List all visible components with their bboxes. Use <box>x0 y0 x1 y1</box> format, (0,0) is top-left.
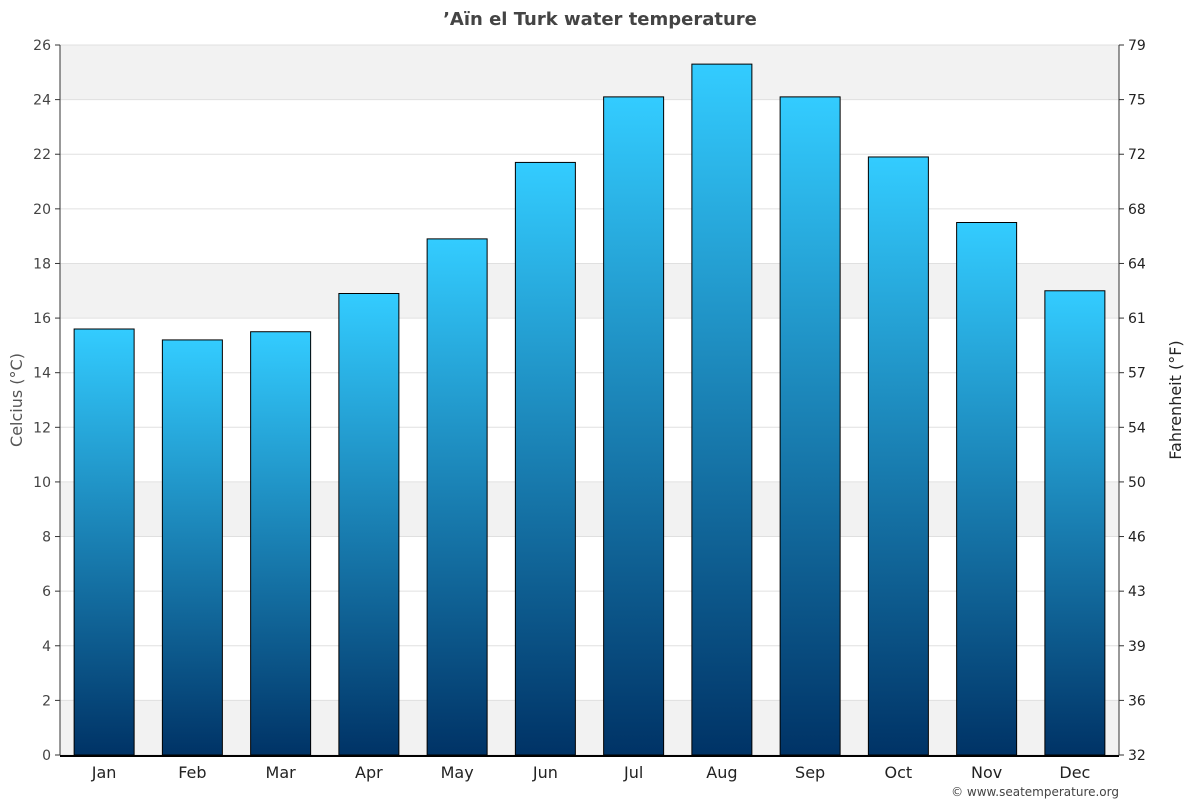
x-tick-label: Jun <box>532 763 558 782</box>
bar-oct[interactable] <box>867 156 929 756</box>
x-tick-label: Nov <box>971 763 1002 782</box>
y-tick-label: 14 <box>33 366 51 382</box>
chart-title: ’Aïn el Turk water temperature <box>443 9 757 30</box>
y-tick-label-right: 36 <box>1128 693 1146 709</box>
y-tick-label: 2 <box>42 693 51 709</box>
y-tick-label: 8 <box>42 530 51 546</box>
y-tick-label: 26 <box>33 38 51 54</box>
y-tick-label: 6 <box>42 584 51 600</box>
bar-feb[interactable] <box>161 339 223 756</box>
grid-band <box>60 372 1119 428</box>
y-tick-label-right: 61 <box>1128 311 1146 327</box>
bar-jan[interactable] <box>73 328 135 756</box>
grid-band <box>60 591 1119 646</box>
y-tick-label: 12 <box>33 420 51 436</box>
y-tick-label-right: 43 <box>1128 584 1146 600</box>
x-tick-label: Oct <box>885 763 913 782</box>
y-tick-label-right: 64 <box>1128 256 1146 272</box>
bar-may[interactable] <box>426 238 488 756</box>
x-tick-label: Feb <box>178 763 206 782</box>
x-tick-label: Sep <box>795 763 825 782</box>
y-tick-label: 22 <box>33 147 51 163</box>
grid-band <box>60 154 1119 209</box>
x-tick-label: May <box>441 763 474 782</box>
y-tick-label: 24 <box>33 93 51 109</box>
grid-band <box>60 45 1119 100</box>
x-tick-label: Mar <box>266 763 297 782</box>
bar-apr[interactable] <box>338 293 400 756</box>
y-tick-label-right: 57 <box>1128 366 1146 382</box>
y-tick-label-right: 54 <box>1128 420 1146 436</box>
grid-band <box>60 481 1119 537</box>
bar-aug[interactable] <box>691 63 753 756</box>
y-tick-label: 0 <box>42 748 51 764</box>
y-tick-label: 16 <box>33 311 51 327</box>
bar-mar[interactable] <box>250 331 312 756</box>
y-tick-label-right: 39 <box>1128 639 1146 655</box>
x-tick-label: Aug <box>706 763 737 782</box>
x-tick-label: Jan <box>91 763 117 782</box>
y-tick-label-right: 46 <box>1128 530 1146 546</box>
y-axis-label-right: Fahrenheit (°F) <box>1166 340 1185 459</box>
y-tick-label: 20 <box>33 202 51 218</box>
y-tick-label-right: 68 <box>1128 202 1146 218</box>
bar-jul[interactable] <box>603 96 665 756</box>
x-tick-label: Apr <box>355 763 383 782</box>
credit-text: © www.seatemperature.org <box>951 785 1119 799</box>
y-tick-label: 18 <box>33 256 51 272</box>
y-tick-label: 10 <box>33 475 51 491</box>
y-axis-label-left: Celcius (°C) <box>7 353 26 447</box>
x-tick-label: Dec <box>1059 763 1090 782</box>
y-tick-label-right: 50 <box>1128 475 1146 491</box>
y-tick-label-right: 72 <box>1128 147 1146 163</box>
grid-band <box>60 263 1119 319</box>
grid-band <box>60 700 1119 755</box>
y-tick-label-right: 79 <box>1128 38 1146 54</box>
x-tick-label: Jul <box>623 763 643 782</box>
y-tick-label-right: 32 <box>1128 748 1146 764</box>
bar-sep[interactable] <box>779 96 841 756</box>
y-tick-label-right: 75 <box>1128 93 1146 109</box>
bar-dec[interactable] <box>1044 290 1106 756</box>
bar-nov[interactable] <box>956 222 1018 756</box>
y-tick-label: 4 <box>42 639 51 655</box>
bar-jun[interactable] <box>514 161 576 756</box>
